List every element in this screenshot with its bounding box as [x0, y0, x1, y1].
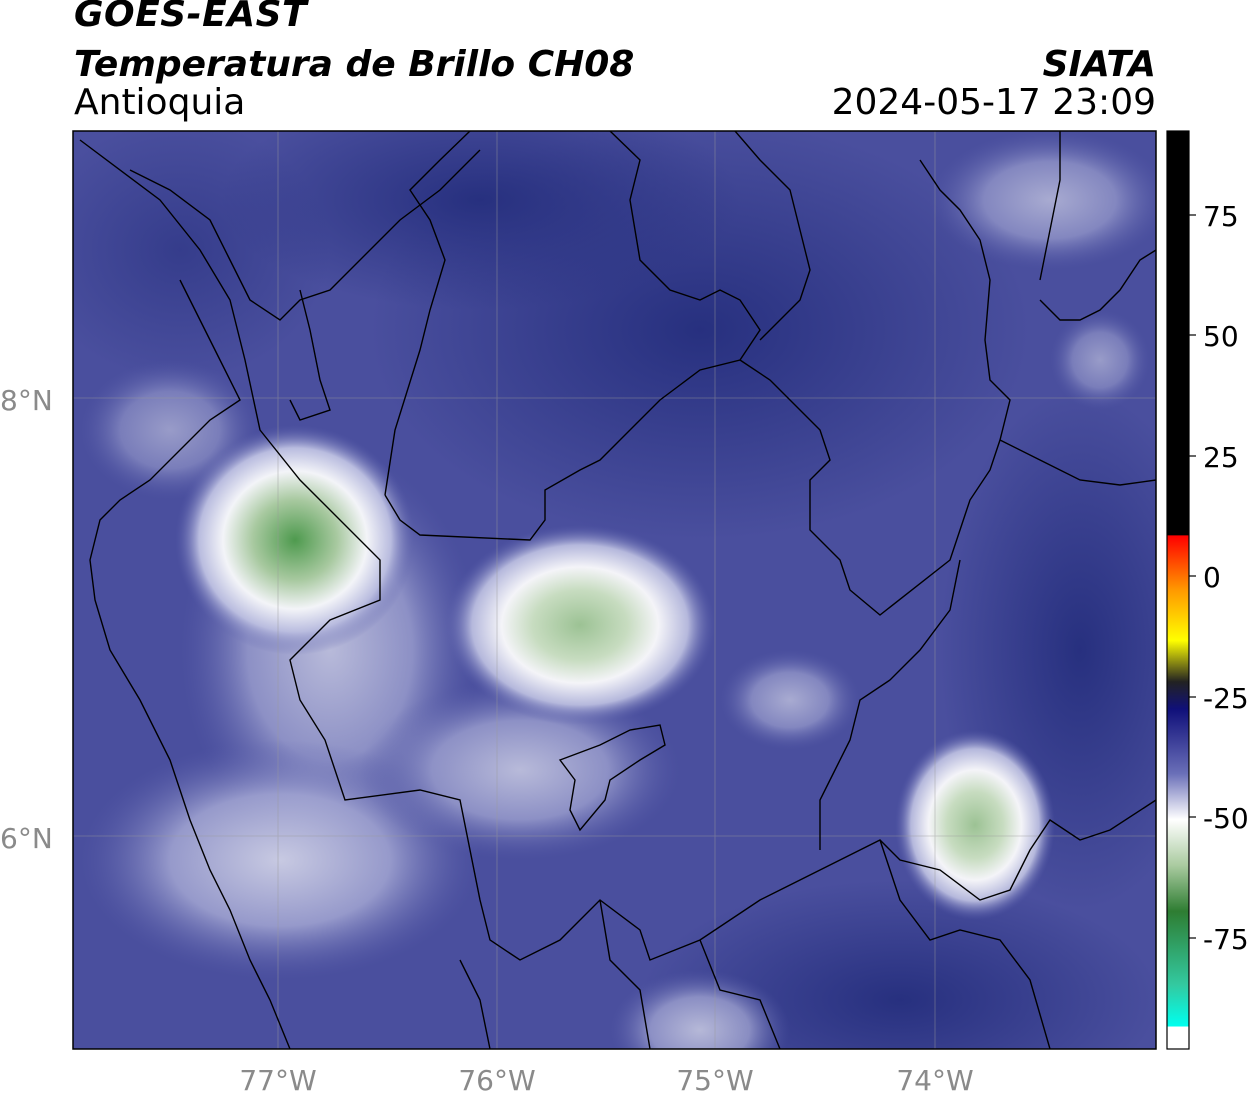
brightness-temperature-field: [73, 131, 1156, 1049]
colorbar-tick: -50: [1203, 802, 1249, 835]
latitude-labels: 8°N 6°N: [0, 384, 53, 855]
colorbar-tick: 25: [1203, 441, 1239, 474]
colorbar-gradient: [1166, 130, 1190, 1050]
lon-label-76w: 76°W: [458, 1064, 535, 1097]
timestamp-label: 2024-05-17 23:09: [831, 82, 1156, 123]
longitude-labels: 77°W 76°W 75°W 74°W: [239, 1064, 973, 1097]
political-borders: [79, 131, 1156, 1049]
colorbar: 75 50 25 0 -25 -50 -75: [1166, 130, 1249, 1050]
colorbar-tick: 0: [1203, 561, 1221, 594]
region-label: Antioquia: [74, 82, 246, 123]
lon-label-74w: 74°W: [896, 1064, 973, 1097]
colorbar-tick: -25: [1203, 682, 1249, 715]
colorbar-tick: -75: [1203, 923, 1249, 956]
map-frame: [72, 130, 1157, 1050]
satellite-title: GOES-EAST: [74, 0, 308, 35]
lon-label-75w: 75°W: [676, 1064, 753, 1097]
lon-label-77w: 77°W: [239, 1064, 316, 1097]
colorbar-tick: 50: [1203, 320, 1239, 353]
lat-label-8n: 8°N: [0, 384, 53, 417]
lat-label-6n: 6°N: [0, 822, 53, 855]
colorbar-tick: 75: [1203, 200, 1239, 233]
product-title: Temperatura de Brillo CH08: [74, 44, 635, 85]
organization-label: SIATA: [1042, 44, 1156, 85]
